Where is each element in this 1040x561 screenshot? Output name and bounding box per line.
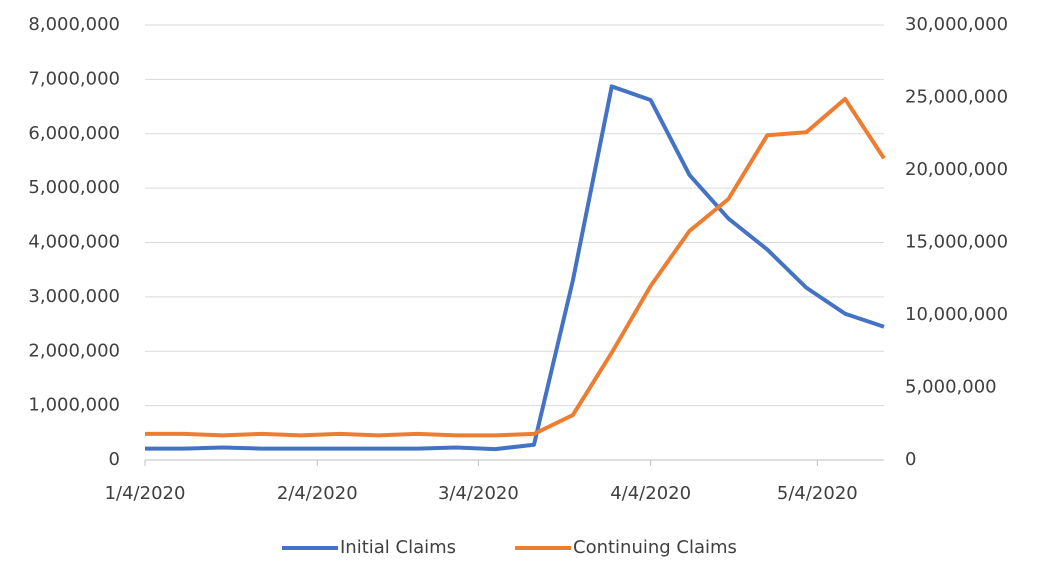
y2-tick-label: 30,000,000	[905, 14, 1008, 35]
x-tick-label: 4/4/2020	[610, 483, 691, 504]
y2-tick-label: 25,000,000	[905, 87, 1008, 108]
y-tick-label: 6,000,000	[28, 123, 120, 144]
series-line	[145, 84, 885, 452]
legend-label: Continuing Claims	[573, 537, 737, 558]
y-tick-label: 2,000,000	[28, 340, 120, 361]
y-tick-label: 3,000,000	[28, 286, 120, 307]
legend-label: Initial Claims	[340, 537, 456, 558]
y2-tick-label: 20,000,000	[905, 159, 1008, 180]
y2-tick-label: 10,000,000	[905, 304, 1008, 325]
series-line	[145, 96, 886, 438]
x-tick-label: 1/4/2020	[105, 483, 186, 504]
y-tick-label: 5,000,000	[28, 177, 120, 198]
y2-tick-label: 15,000,000	[905, 232, 1008, 253]
y2-tick-label: 0	[905, 449, 916, 470]
y-tick-label: 8,000,000	[28, 14, 120, 35]
y-tick-label: 0	[109, 449, 120, 470]
x-tick-label: 3/4/2020	[438, 483, 519, 504]
y-tick-label: 1,000,000	[28, 395, 120, 416]
x-tick-label: 2/4/2020	[277, 483, 358, 504]
y-tick-label: 4,000,000	[28, 232, 120, 253]
x-tick-label: 5/4/2020	[777, 483, 858, 504]
y-tick-label: 7,000,000	[28, 68, 120, 89]
y2-tick-label: 5,000,000	[905, 377, 997, 398]
